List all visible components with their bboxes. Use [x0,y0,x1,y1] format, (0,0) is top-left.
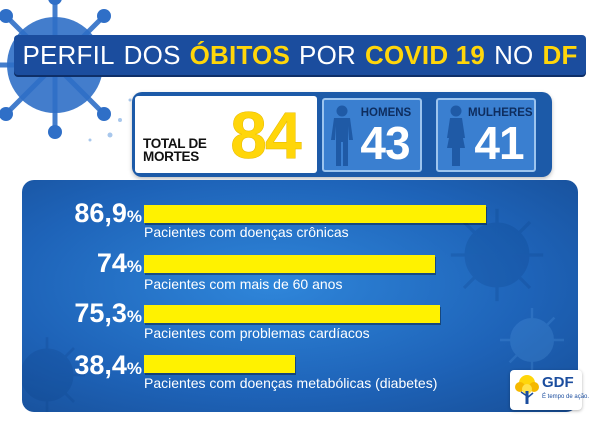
women-value: 41 [474,117,524,169]
stat-3-label: Pacientes com problemas cardíacos [144,325,370,341]
stat-1-percent: 86,9% [74,198,142,228]
virus-decoration-icon [22,337,85,412]
ipe-tree-icon [515,375,539,404]
men-label: HOMENS [360,107,412,119]
gdf-logo-name: GDF [542,374,574,391]
women-box: MULHERES 41 [436,98,536,172]
title-bar: PERFIL DOS ÓBITOS POR COVID 19 NO DF [14,35,586,75]
female-figure-icon [447,105,465,166]
women-label: MULHERES [468,107,533,119]
virus-decoration-icon [500,308,564,372]
stat-1-label: Pacientes com doenças crônicas [144,224,349,240]
stat-4-percent: 38,4% [74,350,142,380]
stat-1-bar [144,205,486,223]
total-deaths-label: TOTAL DE MORTES [143,136,207,164]
men-value: 43 [360,117,410,169]
title-word-5: COVID 19 [364,40,486,70]
stat-2-label: Pacientes com mais de 60 anos [144,276,343,292]
title-word-1: PERFIL [22,40,115,70]
stat-2-bar [144,255,435,273]
title-word-6: NO [494,40,534,70]
gdf-logo: GDF É tempo de ação. [510,370,589,410]
stat-2-percent: 74% [96,248,142,278]
total-deaths-box: TOTAL DE MORTES 84 [135,96,317,173]
stat-3-bar [144,305,440,323]
virus-decoration-icon [0,0,137,142]
gdf-logo-slogan: É tempo de ação. [542,394,590,400]
total-deaths-value: 84 [230,98,302,173]
stat-4-bar [144,355,295,373]
title-word-7: DF [542,40,578,70]
title-word-2: DOS [123,40,181,70]
male-figure-icon [331,105,353,166]
title-word-4: POR [299,40,356,70]
virus-decoration-icon [450,208,544,302]
title-word-3: ÓBITOS [189,40,291,70]
men-box: HOMENS 43 [322,98,422,172]
stat-4-label: Pacientes com doenças metabólicas (diabe… [144,375,438,391]
stat-3-percent: 75,3% [74,298,142,328]
